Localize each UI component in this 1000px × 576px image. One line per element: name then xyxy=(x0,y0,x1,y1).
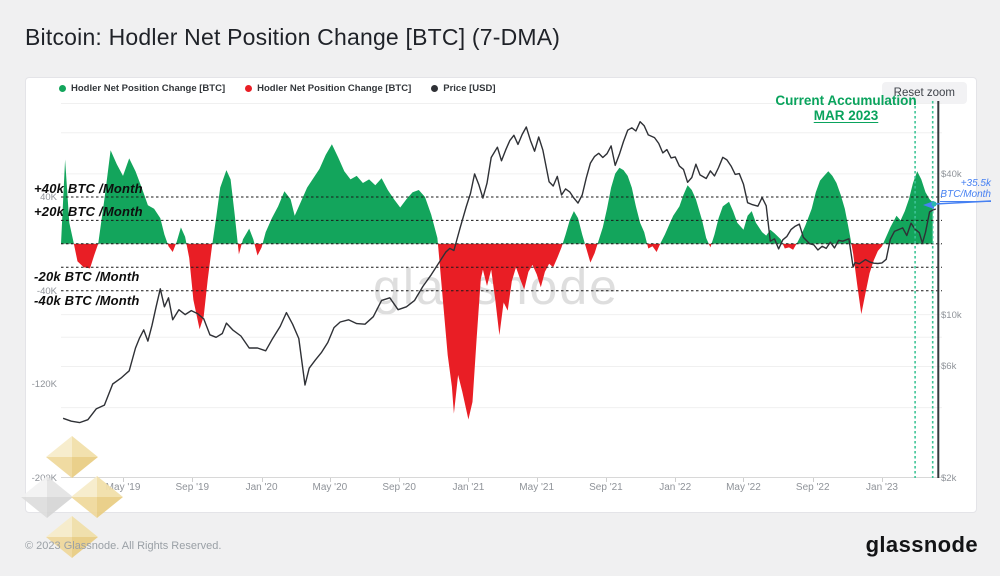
y-axis-tick-label-right: $2k xyxy=(941,473,957,484)
page-title: Bitcoin: Hodler Net Position Change [BTC… xyxy=(25,24,561,50)
current-value-annotation: +35.5k BTC/Month xyxy=(906,178,991,202)
x-axis-tick-mark xyxy=(192,478,194,482)
y-axis-tick-label-right: $40k xyxy=(941,168,962,180)
logo-triangle xyxy=(72,436,98,457)
x-axis-tick-mark xyxy=(329,478,331,482)
x-axis-tick-label: Sep '21 xyxy=(589,482,623,493)
current-value-arrow-icon xyxy=(923,200,991,209)
logo-triangle xyxy=(47,476,73,497)
price-line xyxy=(62,121,937,424)
threshold-label: +40k BTC /Month xyxy=(34,181,143,196)
glassnode-diamond-logo xyxy=(21,436,123,558)
x-axis-tick-label: Jan '20 xyxy=(245,482,278,493)
x-axis-tick-mark xyxy=(123,478,125,482)
x-axis-tick-label: May '19 xyxy=(105,482,141,493)
threshold-label: +20k BTC /Month xyxy=(34,204,143,220)
x-axis-tick-label: Sep '22 xyxy=(795,482,830,493)
logo-triangle xyxy=(97,476,123,497)
x-axis-tick-label: Sep '19 xyxy=(175,482,210,493)
x-axis-tick-label: May '22 xyxy=(726,482,761,493)
x-axis-tick-mark xyxy=(468,478,470,482)
logo-triangle xyxy=(72,516,98,537)
legend-label: Hodler Net Position Change [BTC] xyxy=(71,83,226,94)
logo-triangle xyxy=(71,497,97,518)
legend-label: Price [USD] xyxy=(443,83,496,94)
chart-plot[interactable] xyxy=(61,101,942,478)
threshold-label: -20k BTC /Month xyxy=(34,269,140,285)
logo-triangle xyxy=(97,497,123,518)
x-axis-tick-label: Sep '20 xyxy=(382,482,416,493)
logo-triangle xyxy=(21,476,47,497)
logo-triangle xyxy=(46,457,72,478)
current-accumulation-date: MAR 2023 xyxy=(813,108,879,123)
x-axis-tick-mark xyxy=(536,478,538,482)
logo-triangle xyxy=(72,457,98,478)
y-axis-tick-label-right: $6k xyxy=(941,361,957,373)
current-value-amount: +35.5k xyxy=(960,178,991,189)
logo-triangle xyxy=(46,516,72,537)
hodler-area-negative xyxy=(73,243,884,420)
legend-dot-icon xyxy=(59,85,66,92)
x-axis-tick-label: Jan '22 xyxy=(659,482,692,493)
x-axis-tick-mark xyxy=(812,478,814,482)
chart-card: Hodler Net Position Change [BTC] Hodler N… xyxy=(25,77,991,513)
x-axis-tick-mark xyxy=(605,478,607,482)
x-axis-tick-mark xyxy=(261,478,263,482)
copyright-text: © 2023 Glassnode. All Rights Reserved. xyxy=(25,540,222,552)
threshold-label: -40k BTC /Month xyxy=(34,292,140,308)
logo-triangle xyxy=(46,436,72,457)
x-axis-tick-mark xyxy=(399,478,401,482)
logo-triangle xyxy=(21,497,47,518)
current-value-unit: BTC/Month xyxy=(940,189,991,202)
reset-zoom-button[interactable]: Reset zoom xyxy=(881,82,967,104)
x-axis-tick-mark xyxy=(882,478,884,482)
x-axis-tick-mark xyxy=(675,478,677,482)
x-axis-tick-label: Jan '21 xyxy=(452,482,485,493)
x-axis-tick-label: May '20 xyxy=(312,482,348,493)
y-axis-tick-label-right: $10k xyxy=(941,309,962,321)
hodler-area-positive xyxy=(61,144,933,244)
x-axis-tick-mark xyxy=(743,478,745,482)
y-axis-tick-label-left: 40K xyxy=(40,192,57,203)
legend-item-1[interactable]: Hodler Net Position Change [BTC] xyxy=(245,83,411,94)
legend-item-0[interactable]: Hodler Net Position Change [BTC] xyxy=(59,83,225,94)
chart-legend: Hodler Net Position Change [BTC] Hodler N… xyxy=(59,83,496,94)
logo-triangle xyxy=(46,537,72,558)
logo-triangle xyxy=(71,476,97,497)
y-axis-tick-label-left: -120K xyxy=(31,379,57,391)
current-accumulation-annotation: Current Accumulation MAR 2023 xyxy=(716,93,976,123)
legend-dot-icon xyxy=(245,85,253,92)
legend-item-2[interactable]: Price [USD] xyxy=(431,83,496,94)
glassnode-wordmark: glassnode xyxy=(865,532,978,557)
logo-triangle xyxy=(72,537,98,558)
x-axis-tick-label: May '21 xyxy=(519,482,554,493)
current-accumulation-title: Current Accumulation xyxy=(775,93,917,108)
legend-label: Hodler Net Position Change [BTC] xyxy=(257,83,412,94)
x-axis-tick-label: Jan '23 xyxy=(866,482,898,493)
y-axis-tick-label-left: -40K xyxy=(36,285,57,297)
logo-triangle xyxy=(47,497,73,518)
legend-dot-icon xyxy=(431,85,439,92)
